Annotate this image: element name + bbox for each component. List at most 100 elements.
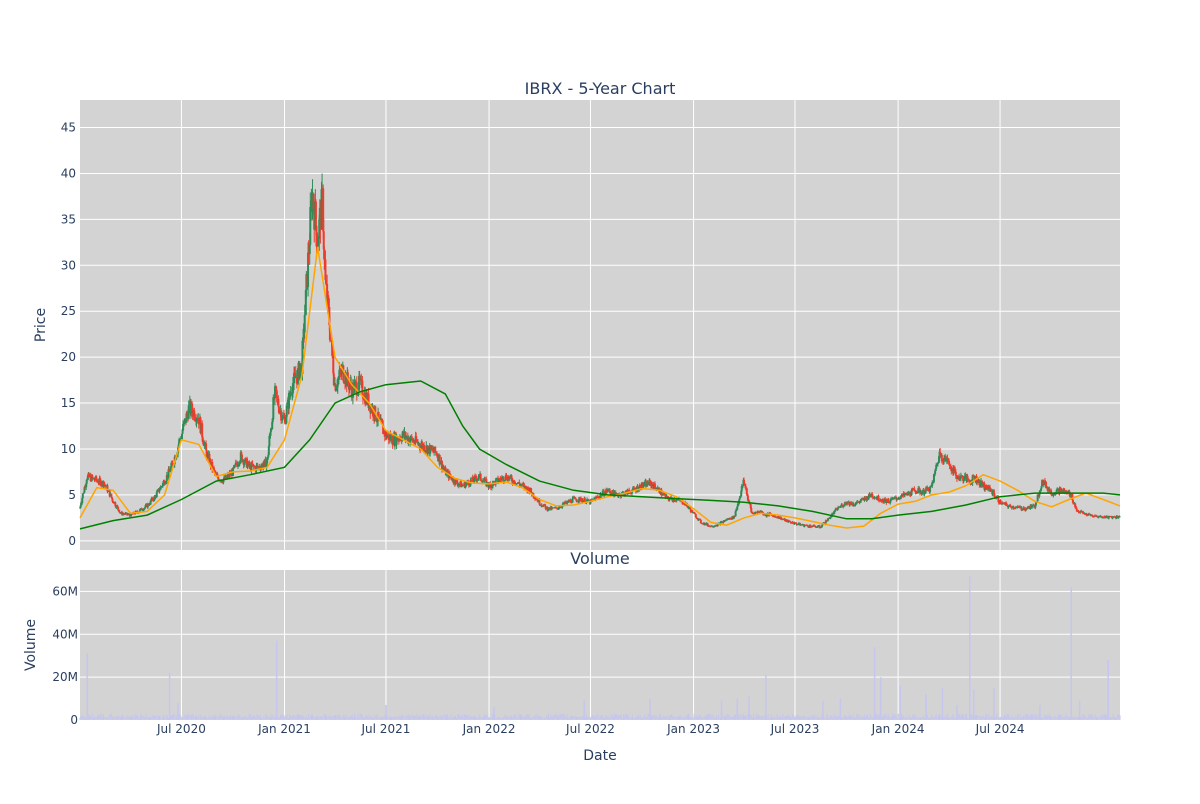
- volume-bar: [609, 717, 611, 720]
- price-candle-body: [1103, 516, 1106, 519]
- price-candle-body: [330, 340, 333, 342]
- price-candle-body: [932, 481, 935, 483]
- price-candle-body: [367, 393, 370, 408]
- volume-bar: [1094, 714, 1096, 720]
- volume-bar: [930, 717, 932, 720]
- price-candle-body: [265, 463, 268, 468]
- volume-y-tick-label: 60M: [52, 584, 78, 598]
- volume-bar: [1045, 715, 1047, 720]
- volume-bar: [634, 717, 636, 720]
- volume-bar: [98, 714, 100, 720]
- volume-bar: [884, 713, 886, 720]
- volume-bar: [898, 718, 900, 720]
- volume-bar: [730, 717, 732, 720]
- price-candle-body: [936, 462, 939, 465]
- volume-bar: [466, 714, 468, 720]
- volume-bar: [320, 716, 322, 720]
- price-candle-body: [127, 513, 130, 515]
- volume-bar: [1015, 715, 1017, 720]
- volume-bar: [113, 715, 115, 720]
- price-candle-body: [415, 436, 418, 442]
- price-candle-body: [313, 208, 316, 230]
- volume-bar: [1089, 714, 1091, 720]
- price-candle-body: [722, 521, 725, 523]
- price-candle-body: [983, 483, 986, 490]
- price-candle-body: [894, 496, 897, 499]
- volume-bar: [370, 716, 372, 720]
- price-candle-body: [1003, 502, 1006, 505]
- price-candle-body: [577, 501, 580, 502]
- volume-bar: [1033, 717, 1035, 720]
- price-candle-body: [736, 503, 739, 507]
- price-candle-body: [889, 501, 892, 504]
- price-candle-body: [178, 439, 181, 445]
- volume-bar: [1057, 713, 1059, 720]
- volume-bar: [946, 713, 948, 720]
- price-candle-body: [1115, 515, 1118, 519]
- price-candle-body: [128, 513, 131, 516]
- price-candle-body: [172, 463, 175, 465]
- price-candle-body: [133, 513, 136, 515]
- volume-bar: [256, 714, 258, 720]
- volume-bar: [518, 713, 520, 720]
- price-candle-body: [103, 484, 106, 487]
- volume-bar: [907, 718, 909, 720]
- price-candle-body: [327, 295, 330, 307]
- price-candle-body: [740, 486, 743, 491]
- volume-bar: [918, 718, 920, 720]
- volume-bar: [618, 714, 620, 720]
- price-y-tick-label: 40: [61, 166, 76, 180]
- volume-bar: [157, 715, 159, 720]
- price-candle-body: [713, 526, 716, 527]
- price-candle-body: [452, 478, 455, 484]
- price-candle-body: [1093, 515, 1096, 517]
- volume-bar: [800, 716, 802, 720]
- price-candle-body: [183, 418, 186, 422]
- price-candle-body: [105, 485, 108, 487]
- volume-bar: [290, 716, 292, 720]
- volume-bar: [739, 717, 741, 720]
- volume-bar: [210, 715, 212, 720]
- volume-bar: [620, 714, 622, 720]
- price-candle-body: [1036, 494, 1039, 502]
- volume-bar: [1073, 716, 1075, 720]
- volume-bar: [859, 717, 861, 720]
- price-candle-body: [475, 476, 478, 479]
- price-candle-body: [90, 475, 93, 482]
- price-candle-body: [1000, 503, 1003, 505]
- price-candle-body: [391, 436, 394, 444]
- price-candle-body: [982, 483, 985, 486]
- volume-bar: [999, 717, 1001, 720]
- price-candle-body: [953, 467, 956, 471]
- price-candle-body: [536, 499, 539, 503]
- price-candle-body: [789, 521, 792, 523]
- volume-bar: [710, 714, 712, 720]
- volume-bar: [925, 694, 927, 720]
- volume-bar: [551, 716, 553, 720]
- volume-bar: [324, 714, 326, 720]
- price-candle-body: [255, 465, 258, 471]
- volume-bar: [1104, 714, 1106, 720]
- price-candle-body: [315, 225, 318, 247]
- volume-bar: [373, 714, 375, 720]
- volume-bar: [945, 714, 947, 720]
- price-candle-body: [1096, 515, 1099, 517]
- price-candle-body: [439, 463, 442, 465]
- volume-bar: [185, 715, 187, 720]
- price-candle-body: [946, 458, 949, 461]
- volume-bar: [1110, 716, 1112, 720]
- price-candle-body: [262, 464, 265, 468]
- price-candle-body: [1023, 507, 1026, 510]
- volume-bar: [392, 717, 394, 720]
- price-candle-body: [1051, 494, 1054, 496]
- volume-bar: [234, 716, 236, 720]
- volume-bar: [336, 716, 338, 720]
- price-candle-body: [945, 459, 948, 462]
- price-candle-body: [410, 436, 413, 439]
- volume-bar: [774, 717, 776, 720]
- price-candle-body: [293, 372, 296, 384]
- volume-bar: [408, 715, 410, 720]
- price-candle-body: [825, 520, 828, 522]
- x-tick-label: Jan 2024: [871, 722, 925, 736]
- price-candle-body: [301, 340, 304, 375]
